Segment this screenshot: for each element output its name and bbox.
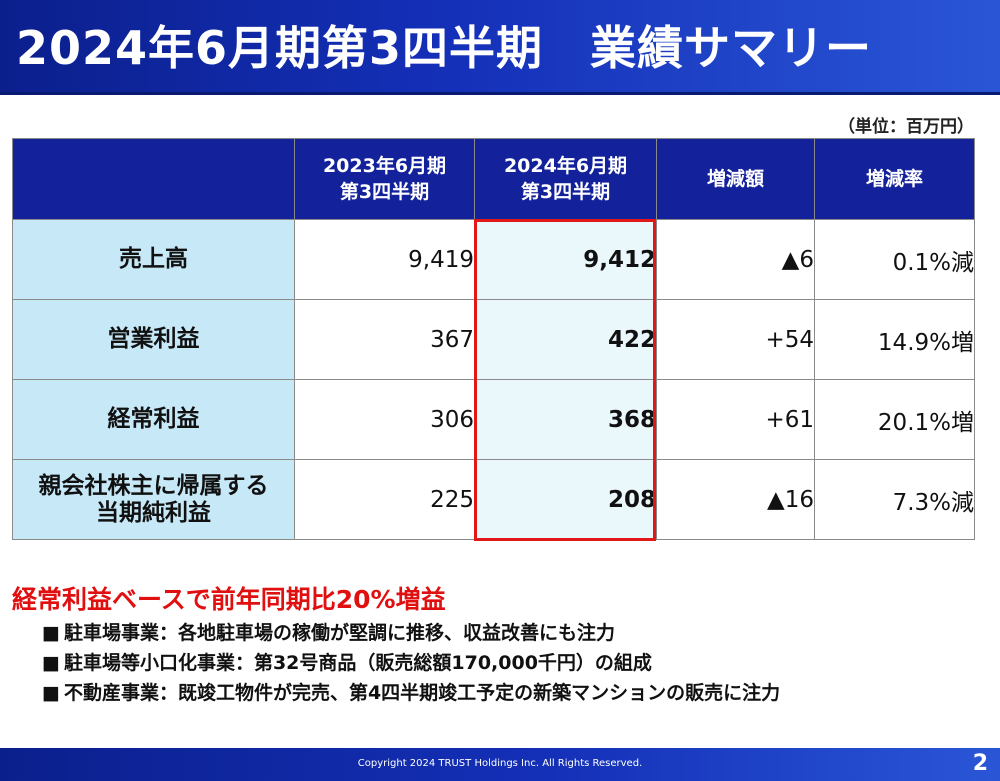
header-current-line1: 2024年6月期 (503, 155, 628, 177)
change-amount: ▲16 (656, 459, 815, 540)
table-row: 親会社株主に帰属する 当期純利益 225 208 ▲16 7.3%減 (12, 459, 975, 540)
table-row: 営業利益 367 422 +54 14.9%増 (12, 299, 975, 380)
bullet-text: 駐車場事業：各地駐車場の稼働が堅調に推移、収益改善にも注力 (63, 622, 615, 644)
list-item: ■ 不動産事業：既竣工物件が完売、第4四半期竣工予定の新築マンションの販売に注力 (42, 678, 780, 708)
current-value: 208 (474, 459, 657, 540)
prev-value: 225 (294, 459, 475, 540)
bullet-text: 不動産事業：既竣工物件が完売、第4四半期竣工予定の新築マンションの販売に注力 (63, 682, 781, 704)
header-change-amount: 増減額 (656, 138, 815, 220)
page-number: 2 (972, 751, 988, 776)
change-rate: 20.1%増 (814, 379, 975, 460)
bullet-text: 駐車場等小口化事業：第32号商品（販売総額170,000千円）の組成 (63, 652, 652, 674)
prev-value: 306 (294, 379, 475, 460)
row-label-line1: 親会社株主に帰属する (38, 472, 269, 499)
header-current-line2: 第3四半期 (520, 181, 611, 203)
header-current-period: 2024年6月期 第3四半期 (474, 138, 657, 220)
bullet-list: ■ 駐車場事業：各地駐車場の稼働が堅調に推移、収益改善にも注力 ■ 駐車場等小口化事… (42, 618, 780, 708)
list-item: ■ 駐車場等小口化事業：第32号商品（販売総額170,000千円）の組成 (42, 648, 780, 678)
table-row: 売上高 9,419 9,412 ▲6 0.1%減 (12, 219, 975, 300)
change-amount: ▲6 (656, 219, 815, 300)
row-label-line2: 当期純利益 (96, 499, 211, 526)
header-change-rate: 増減率 (814, 138, 975, 220)
change-amount: +54 (656, 299, 815, 380)
header-prev-period: 2023年6月期 第3四半期 (294, 138, 475, 220)
highlight-headline: 経常利益ベースで前年同期比20%増益 (12, 585, 446, 614)
row-label: 営業利益 (12, 299, 295, 380)
change-rate: 7.3%減 (814, 459, 975, 540)
current-value: 9,412 (474, 219, 657, 300)
row-label: 経常利益 (12, 379, 295, 460)
row-label: 売上高 (12, 219, 295, 300)
header-prev-line2: 第3四半期 (339, 181, 430, 203)
bullet-marker-icon: ■ (42, 682, 60, 704)
bullet-marker-icon: ■ (42, 652, 60, 674)
prev-value: 9,419 (294, 219, 475, 300)
change-rate: 0.1%減 (814, 219, 975, 300)
current-value: 368 (474, 379, 657, 460)
unit-note: （単位：百万円） (838, 117, 974, 137)
footer-bar: Copyright 2024 TRUST Holdings Inc. All R… (0, 748, 1000, 781)
list-item: ■ 駐車場事業：各地駐車場の稼働が堅調に推移、収益改善にも注力 (42, 618, 780, 648)
prev-value: 367 (294, 299, 475, 380)
copyright-text: Copyright 2024 TRUST Holdings Inc. All R… (357, 758, 643, 769)
table-header-row: 2023年6月期 第3四半期 2024年6月期 第3四半期 増減額 増減率 (12, 138, 975, 220)
header-prev-line1: 2023年6月期 (322, 155, 447, 177)
change-rate: 14.9%増 (814, 299, 975, 380)
page-title: 2024年6月期第3四半期 業績サマリー (16, 21, 873, 75)
bullet-marker-icon: ■ (42, 622, 60, 644)
change-amount: +61 (656, 379, 815, 460)
header-corner-cell (12, 138, 295, 220)
row-label: 親会社株主に帰属する 当期純利益 (12, 459, 295, 540)
current-value: 422 (474, 299, 657, 380)
title-bar: 2024年6月期第3四半期 業績サマリー (0, 0, 1000, 95)
results-summary-table: 2023年6月期 第3四半期 2024年6月期 第3四半期 増減額 増減率 売上… (12, 138, 975, 540)
table-row: 経常利益 306 368 +61 20.1%増 (12, 379, 975, 460)
